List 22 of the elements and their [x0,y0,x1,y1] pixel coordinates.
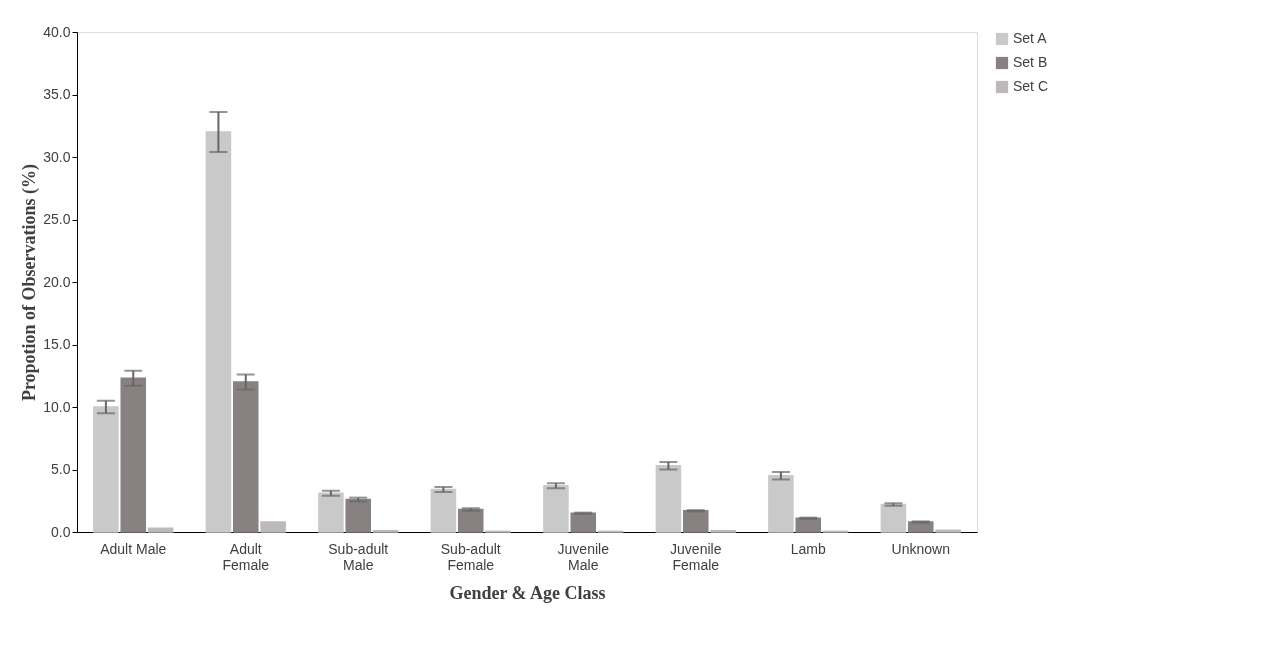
y-tick-label: 5.0 [51,461,71,477]
x-tick-label: Adult Male [100,540,167,557]
y-tick-label: 10.0 [43,398,71,415]
x-tick-label: Juvenile Female [670,540,722,573]
y-tick-label: 15.0 [43,336,71,352]
y-tick-label: 20.0 [43,273,71,290]
x-tick-label: Adult Female [222,540,270,573]
y-tick-label: 0.0 [51,523,71,540]
y-tick-label: 35.0 [43,86,71,102]
y-tick-label: 25.0 [43,211,71,227]
y-tick-label: 30.0 [43,148,71,165]
x-tick-label: Sub-adult Female [440,540,501,573]
x-tick-label: Sub-adult Male [328,540,389,573]
x-tick-label: Unknown [891,540,950,557]
legend-label: Set B [1013,54,1048,70]
y-tick-label: 40.0 [43,23,71,40]
x-tick-label: Juvenile Male [557,540,610,573]
y-axis-title: Propotion of Observations (%) [19,163,41,402]
legend-label: Set A [1013,30,1048,46]
x-axis-title: Gender & Age Class [449,582,606,603]
x-tick-label: Lamb [790,540,826,557]
legend-label: Set C [1013,78,1049,94]
